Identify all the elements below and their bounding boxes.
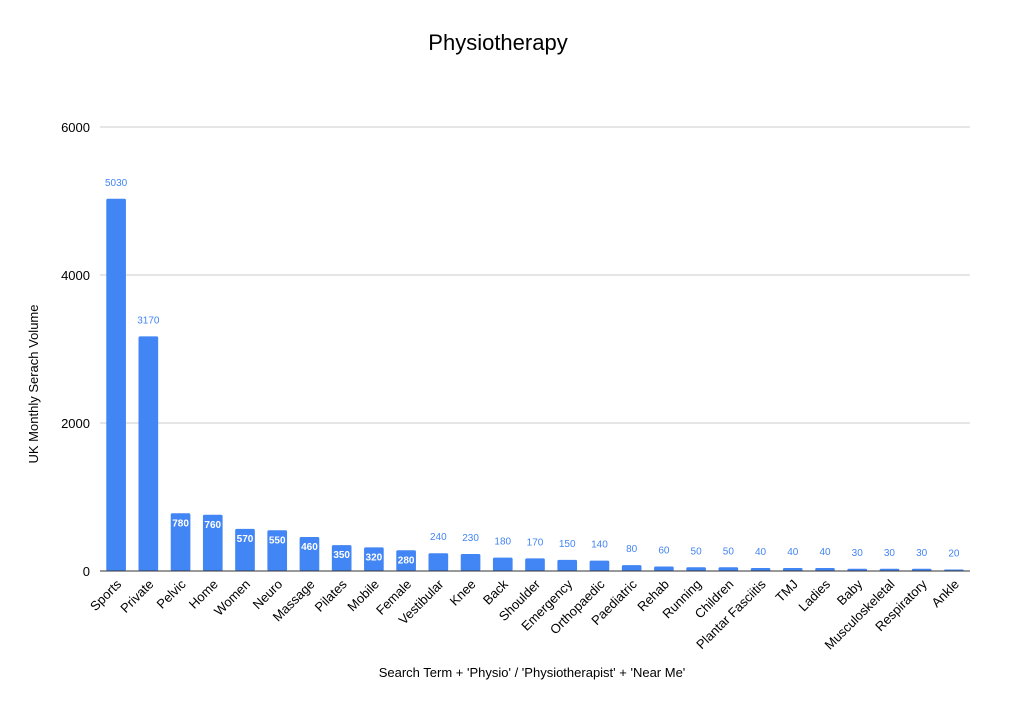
- data-label: 140: [591, 540, 608, 551]
- y-tick-label: 6000: [61, 120, 90, 135]
- data-label: 170: [527, 537, 544, 548]
- bar: [428, 553, 449, 571]
- y-axis-title: UK Monthly Serach Volume: [26, 305, 41, 464]
- data-label: 40: [819, 547, 831, 558]
- bar: [299, 536, 320, 571]
- data-label: 30: [916, 548, 928, 559]
- x-axis-title: Search Term + 'Physio' / 'Physiotherapis…: [379, 665, 686, 680]
- gridlines: [100, 126, 970, 424]
- x-tick-label: TMJ: [772, 577, 800, 605]
- bar: [525, 558, 545, 571]
- bar: [492, 557, 513, 571]
- data-label: 80: [626, 544, 638, 555]
- x-tick-label: Private: [117, 577, 156, 616]
- data-label: 180: [494, 537, 511, 548]
- category-labels: SportsPrivatePelvicHomeWomenNeuroMassage…: [87, 576, 962, 652]
- bar: [170, 513, 191, 571]
- data-label: 320: [366, 552, 383, 563]
- data-label: 460: [301, 542, 318, 553]
- bar: [138, 336, 159, 571]
- y-tick-label: 2000: [61, 416, 90, 431]
- bar: [396, 550, 416, 571]
- bar: [621, 565, 642, 571]
- data-label: 3170: [137, 315, 160, 326]
- bar: [267, 530, 288, 571]
- bar: [364, 547, 384, 571]
- bar: [847, 568, 868, 571]
- data-label: 5030: [105, 178, 128, 189]
- data-label: 760: [204, 520, 221, 531]
- data-label: 550: [269, 535, 286, 546]
- x-tick-label: Knee: [447, 577, 479, 609]
- bar: [911, 568, 932, 571]
- y-tick-label: 0: [83, 564, 90, 579]
- bar: [557, 559, 578, 571]
- bar: [815, 568, 835, 571]
- data-label: 30: [884, 548, 896, 559]
- x-tick-label: Ladies: [795, 576, 833, 614]
- bar: [654, 566, 674, 571]
- bar: [460, 553, 481, 571]
- x-tick-label: Pilates: [312, 576, 351, 615]
- bar: [202, 514, 223, 571]
- data-label: 40: [755, 547, 767, 558]
- data-label: 280: [398, 555, 415, 566]
- bar: [686, 567, 706, 571]
- data-label: 150: [559, 539, 576, 550]
- bar: [589, 560, 610, 571]
- bar: [718, 567, 739, 571]
- data-label: 780: [172, 518, 189, 529]
- bar: [782, 568, 803, 571]
- x-tick-label: Women: [211, 577, 253, 619]
- data-label: 50: [691, 546, 703, 557]
- bar: [750, 568, 771, 571]
- data-label: 350: [333, 550, 350, 561]
- bars: [106, 198, 964, 571]
- x-tick-label: Pelvic: [154, 576, 189, 611]
- bar: [879, 568, 900, 571]
- bar: [331, 545, 352, 571]
- data-label: 60: [658, 546, 670, 557]
- bar: [235, 528, 255, 571]
- data-label: 230: [462, 533, 479, 544]
- x-tick-label: Ankle: [928, 577, 962, 611]
- data-label: 30: [852, 548, 864, 559]
- bar: [106, 198, 126, 571]
- chart-title: Physiotherapy: [428, 30, 567, 55]
- data-label: 40: [787, 547, 799, 558]
- data-label: 20: [948, 549, 960, 560]
- data-label: 50: [723, 546, 735, 557]
- y-tick-label: 4000: [61, 268, 90, 283]
- y-axis-ticks: 0 2000 4000 6000: [61, 120, 90, 579]
- data-label: 240: [430, 532, 447, 543]
- data-label: 570: [237, 534, 254, 545]
